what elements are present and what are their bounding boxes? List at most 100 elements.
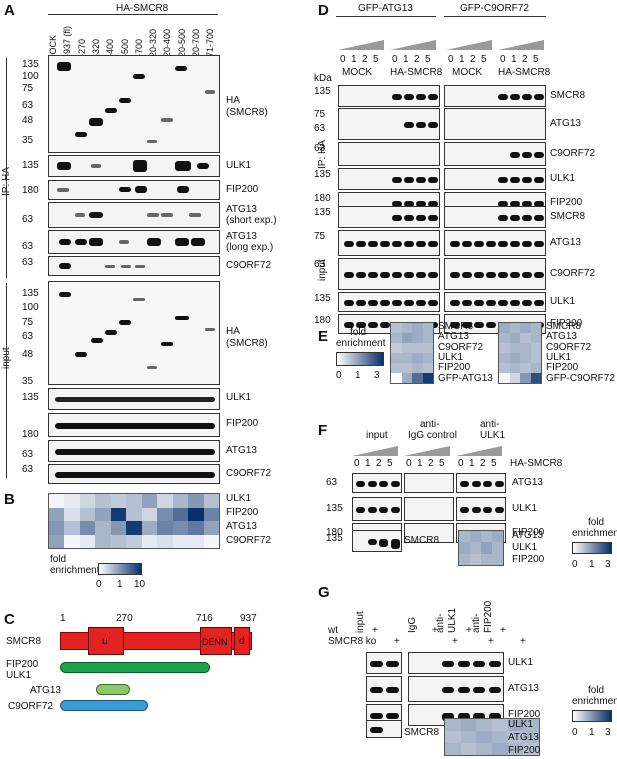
blot-band <box>428 201 438 207</box>
blot-a-input-ha-label: HA <box>226 326 240 337</box>
titration-value: 5 <box>481 54 487 65</box>
titration-value: 5 <box>387 458 393 469</box>
blot-band <box>498 215 508 221</box>
heatmap-cell <box>459 542 470 554</box>
blot-a-input-ulk1-label: ULK1 <box>226 392 252 403</box>
blot-band <box>450 241 460 247</box>
g-hm-row-ulk1: ULK1 <box>508 719 534 730</box>
plus-sign: + <box>372 625 378 636</box>
heatmap-cell <box>507 719 524 731</box>
blot-band <box>390 481 400 487</box>
blot-band <box>386 687 399 693</box>
blot-g-ip <box>408 652 504 674</box>
heatmap-cell <box>460 719 477 731</box>
panel-letter-b: B <box>4 491 15 508</box>
mw-marker: 63 <box>314 143 326 154</box>
g-lane-fip200-b: FIP200 <box>483 600 494 633</box>
legend-e-tick-0: 0 <box>336 370 342 381</box>
domain-d-label: d <box>239 636 245 647</box>
mw-marker: 35 <box>22 376 34 387</box>
blot-f <box>456 497 506 521</box>
blot-band <box>386 713 399 719</box>
mw-marker: 75 <box>22 83 34 94</box>
legend-e-title-1: fold <box>350 327 367 338</box>
blot-a-ip-c9orf72 <box>48 256 220 276</box>
legend-e-colorbar <box>336 352 384 366</box>
blot-band <box>428 177 438 183</box>
mw-marker: 63 <box>22 257 34 268</box>
blot-band <box>380 272 390 278</box>
cond-mock-1: MOCK <box>342 67 372 78</box>
heatmap-cell <box>391 353 402 363</box>
heatmap-cell <box>188 507 204 521</box>
legend-f-title-1: fold <box>588 517 605 528</box>
heatmap-cell <box>401 323 412 333</box>
blot-band <box>460 481 469 487</box>
heatmap-cell <box>49 521 65 535</box>
titration-triangle-4 <box>498 40 544 50</box>
f-hm-row-fip200: FIP200 <box>512 554 545 565</box>
legend-g-colorbar <box>572 710 612 722</box>
blot-band <box>474 322 484 328</box>
heatmap-cell <box>499 353 510 363</box>
heatmap-cell <box>523 743 539 755</box>
domain-d <box>234 627 250 655</box>
blot-band <box>522 94 532 100</box>
blot-band <box>486 322 496 328</box>
blot-d-right <box>444 258 546 290</box>
blot-band <box>486 300 496 306</box>
blot-band <box>368 272 378 278</box>
legend-g-tick-2: 3 <box>605 727 611 738</box>
blot-a-input-ha-sub: (SMCR8) <box>226 338 268 349</box>
titration-value: 0 <box>392 54 398 65</box>
blot-band <box>486 272 496 278</box>
heatmap-cell <box>520 333 531 343</box>
blot-band <box>356 322 366 328</box>
f-group-ulk1-a: anti- <box>480 419 500 430</box>
blot-band <box>510 94 520 100</box>
domain-denn-label: DENN <box>202 637 228 647</box>
titration-value: 1 <box>403 54 409 65</box>
blot-band <box>344 241 354 247</box>
blot-band <box>510 241 520 247</box>
binder-atg13-bar <box>96 684 130 695</box>
mw-marker: 135 <box>22 288 39 299</box>
heatmap-cell <box>203 521 219 535</box>
binder-fip200-ulk1-bar <box>60 662 210 673</box>
titration-value: 2 <box>480 458 486 469</box>
blot-band <box>471 507 481 513</box>
blot-band <box>522 201 532 207</box>
heatmap-cell <box>422 343 433 353</box>
panel-letter-f: F <box>318 422 328 439</box>
heatmap-cell <box>523 731 539 743</box>
heatmap-cell <box>401 373 412 383</box>
heatmap-e-row: SMCR8 <box>438 321 474 332</box>
heatmap-cell <box>492 719 508 731</box>
blot-band <box>450 272 460 278</box>
heatmap-cell <box>203 494 219 508</box>
blot-a-atg13-long-sub: (long exp.) <box>226 242 274 253</box>
heatmap-cell <box>391 343 402 353</box>
blot-a-ip-ulk1 <box>48 155 220 177</box>
titration-value: 0 <box>354 458 360 469</box>
blot-d-label: C9ORF72 <box>550 148 596 159</box>
plus-sign: + <box>452 636 458 647</box>
heatmap-cell <box>64 507 80 521</box>
blot-band <box>404 272 414 278</box>
mw-marker: 180 <box>22 185 39 196</box>
g-lane-ulk1-b: ULK1 <box>447 607 458 633</box>
blot-band <box>370 661 383 667</box>
cond-hasmcr8-1: HA-SMCR8 <box>390 67 443 78</box>
blot-band <box>380 300 390 306</box>
blot-band <box>498 300 508 306</box>
blot-band <box>442 687 454 693</box>
titration-value: 5 <box>533 54 539 65</box>
heatmap-e-row: ULK1 <box>438 351 464 363</box>
heatmap-cell <box>412 323 423 333</box>
blot-a-input-c9orf72 <box>48 464 220 484</box>
blot-g-ip <box>408 676 504 702</box>
blot-band <box>442 713 454 721</box>
titration-triangle-1 <box>338 40 384 50</box>
blot-band <box>356 507 365 513</box>
heatmap-cell <box>509 333 520 343</box>
